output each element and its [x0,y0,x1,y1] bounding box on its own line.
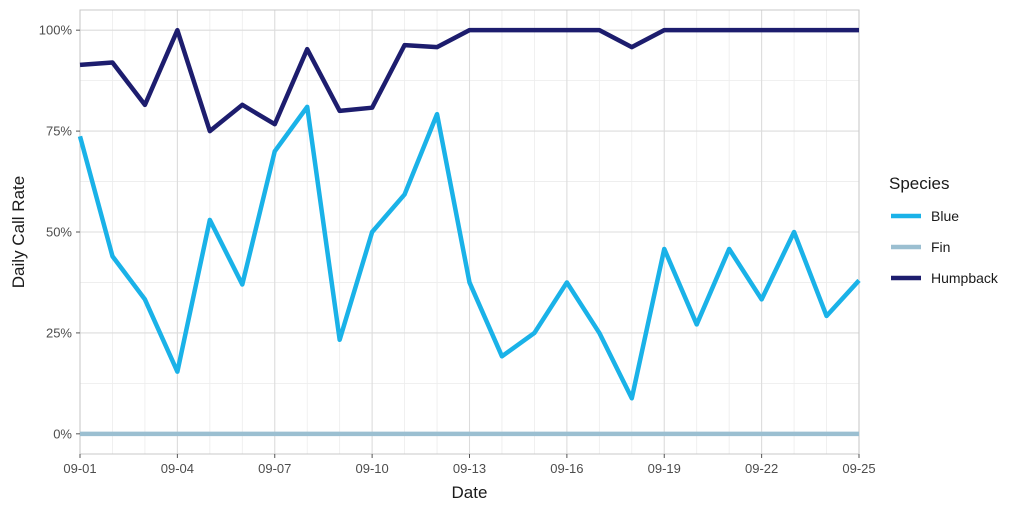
series-line-humpback [79,27,859,134]
x-tick-label: 09-07 [258,461,291,476]
x-tick-label: 09-04 [161,461,194,476]
y-tick-label: 25% [46,325,72,340]
legend-label-fin: Fin [931,239,950,255]
x-tick-label: 09-13 [453,461,486,476]
x-tick-label: 09-25 [842,461,875,476]
x-tick-label: 09-10 [356,461,389,476]
x-tick-label: 09-22 [745,461,778,476]
legend-title: Species [889,174,949,193]
x-tick-label: 09-16 [550,461,583,476]
y-axis-ticks: 0% 25% 50% 75% 100% [39,23,80,441]
y-tick-label: 0% [53,426,72,441]
y-axis-title: Daily Call Rate [9,176,28,288]
y-tick-label: 75% [46,124,72,139]
x-tick-label: 09-19 [648,461,681,476]
y-tick-label: 50% [46,225,72,240]
x-axis-ticks: 09-01 09-04 09-07 09-10 09-13 09-16 09-19 09-22… [63,454,876,476]
x-axis-title: Date [452,483,488,502]
series-line-blue [77,104,861,401]
legend-label-humpback: Humpback [931,270,999,286]
major-gridlines [79,10,860,454]
legend-label-blue: Blue [931,208,959,224]
x-tick-label: 09-01 [63,461,96,476]
series-lines [77,27,861,437]
y-tick-label: 100% [39,23,73,38]
legend: Species Blue Fin Humpback [889,174,999,286]
